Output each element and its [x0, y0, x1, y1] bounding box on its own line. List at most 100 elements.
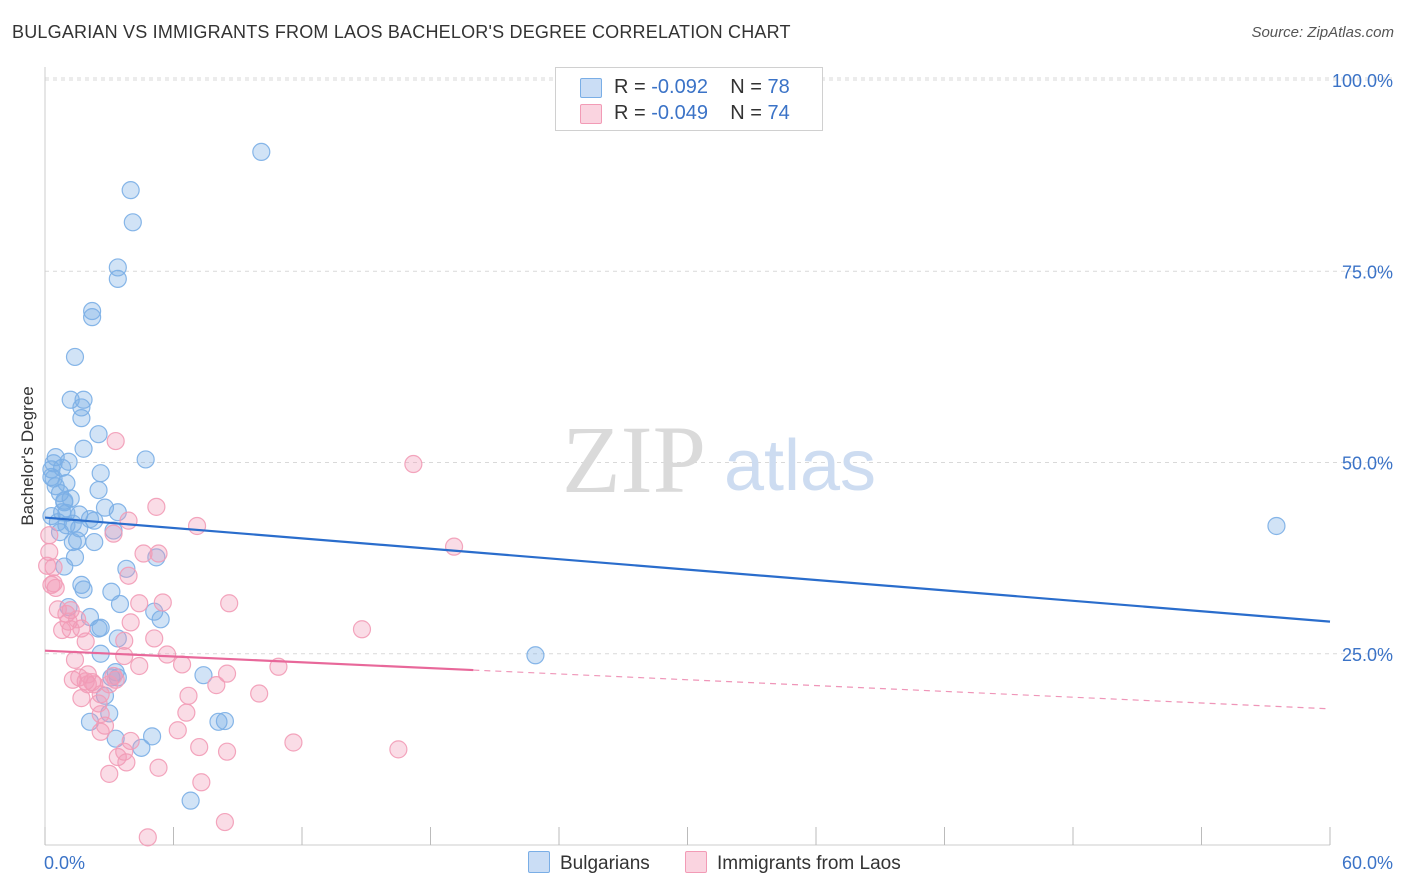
point-bulgarians — [83, 308, 102, 327]
point-laos — [168, 721, 187, 740]
point-laos — [179, 686, 198, 705]
watermark-zip: ZIP — [562, 406, 706, 513]
point-bulgarians — [55, 493, 74, 512]
point-laos — [106, 670, 125, 689]
point-laos — [119, 566, 138, 585]
grid-lines — [45, 77, 1392, 655]
point-laos — [352, 620, 372, 639]
point-laos — [65, 650, 85, 669]
legend-label-bulgarians: Bulgarians — [560, 853, 650, 874]
legend-n-label: N = — [730, 102, 768, 124]
point-laos — [42, 575, 61, 595]
point-laos — [187, 516, 207, 536]
point-bulgarians — [68, 531, 87, 550]
legend-label-laos: Immigrants from Laos — [717, 853, 901, 874]
point-laos — [190, 737, 209, 757]
point-bulgarians — [526, 646, 545, 665]
point-bulgarians — [117, 559, 136, 578]
point-laos — [115, 631, 134, 650]
point-bulgarians — [209, 712, 228, 731]
point-laos — [108, 747, 127, 767]
point-laos — [121, 731, 140, 751]
point-laos — [220, 594, 239, 613]
point-laos — [76, 632, 95, 651]
point-bulgarians — [91, 618, 110, 637]
watermark: ZIP atlas — [562, 406, 876, 513]
chart-title: BULGARIAN VS IMMIGRANTS FROM LAOS BACHEL… — [12, 22, 791, 42]
point-bulgarians — [74, 580, 93, 599]
point-laos — [106, 431, 125, 451]
source-label: Source: ZipAtlas.com — [1251, 24, 1394, 41]
point-laos — [172, 655, 192, 674]
point-laos — [115, 646, 134, 666]
legend-r-label: R = — [614, 102, 652, 124]
point-bulgarians — [89, 480, 108, 500]
point-bulgarians — [74, 439, 93, 458]
axes — [44, 67, 1331, 846]
point-laos — [138, 828, 157, 847]
point-bulgarians — [110, 594, 130, 614]
point-laos — [389, 740, 408, 759]
point-laos — [38, 556, 57, 575]
legend-swatch-bulgarians — [528, 851, 550, 873]
point-laos — [130, 594, 149, 613]
point-laos — [134, 544, 153, 563]
point-laos — [192, 773, 211, 792]
trend-line-dashed-laos — [473, 669, 1331, 710]
bottom-legend-bulgarians[interactable]: Bulgarians — [528, 851, 650, 875]
point-laos — [48, 600, 67, 619]
point-laos — [284, 733, 303, 752]
point-laos — [217, 742, 237, 761]
y-tick-label: 75.0% — [1342, 262, 1393, 282]
point-bulgarians — [1267, 516, 1286, 536]
legend-swatch-bulgarians — [580, 78, 602, 98]
point-bulgarians — [83, 301, 102, 321]
y-tick-label: 50.0% — [1342, 454, 1393, 474]
legend-r-value: -0.049 — [651, 102, 708, 124]
point-laos — [153, 593, 172, 612]
point-laos — [44, 558, 63, 577]
trend-line-laos — [44, 649, 474, 672]
point-laos — [177, 703, 196, 722]
point-bulgarians — [85, 532, 104, 552]
point-laos — [250, 684, 269, 703]
point-bulgarians — [142, 727, 162, 746]
point-laos — [217, 664, 237, 683]
point-laos — [68, 610, 87, 629]
legend-r-label: R = — [614, 76, 652, 98]
point-laos — [121, 613, 140, 632]
trend-line-bulgarians — [44, 516, 1331, 623]
point-laos — [104, 524, 123, 543]
point-bulgarians — [65, 548, 85, 567]
point-bulgarians — [63, 514, 82, 533]
watermark-atlas: atlas — [724, 426, 876, 506]
point-laos — [444, 537, 464, 556]
point-laos — [149, 544, 168, 563]
point-laos — [207, 676, 226, 695]
point-laos — [117, 753, 136, 772]
point-laos — [100, 764, 119, 783]
point-laos — [215, 812, 234, 832]
point-laos — [149, 758, 168, 777]
point-laos — [404, 454, 423, 474]
point-bulgarians — [215, 711, 234, 731]
point-bulgarians — [108, 269, 127, 288]
point-bulgarians — [72, 398, 91, 417]
bottom-legend-laos[interactable]: Immigrants from Laos — [685, 851, 901, 875]
point-laos — [40, 526, 59, 545]
point-bulgarians — [72, 409, 91, 428]
point-bulgarians — [194, 666, 213, 685]
y-tick-label: 25.0% — [1342, 645, 1393, 665]
trend-lines — [44, 516, 1331, 710]
y-tick-label: 100.0% — [1332, 71, 1393, 91]
point-bulgarians — [123, 213, 142, 232]
legend-swatch-laos — [685, 851, 707, 873]
legend-n-label: N = — [730, 76, 768, 98]
point-laos — [119, 511, 138, 530]
point-laos — [157, 645, 177, 664]
point-bulgarians — [121, 181, 140, 200]
correlation-legend: R = -0.092 N = 78 R = -0.049 N = 74 — [555, 67, 823, 131]
legend-n-value: 74 — [767, 102, 790, 124]
point-laos — [91, 722, 110, 741]
